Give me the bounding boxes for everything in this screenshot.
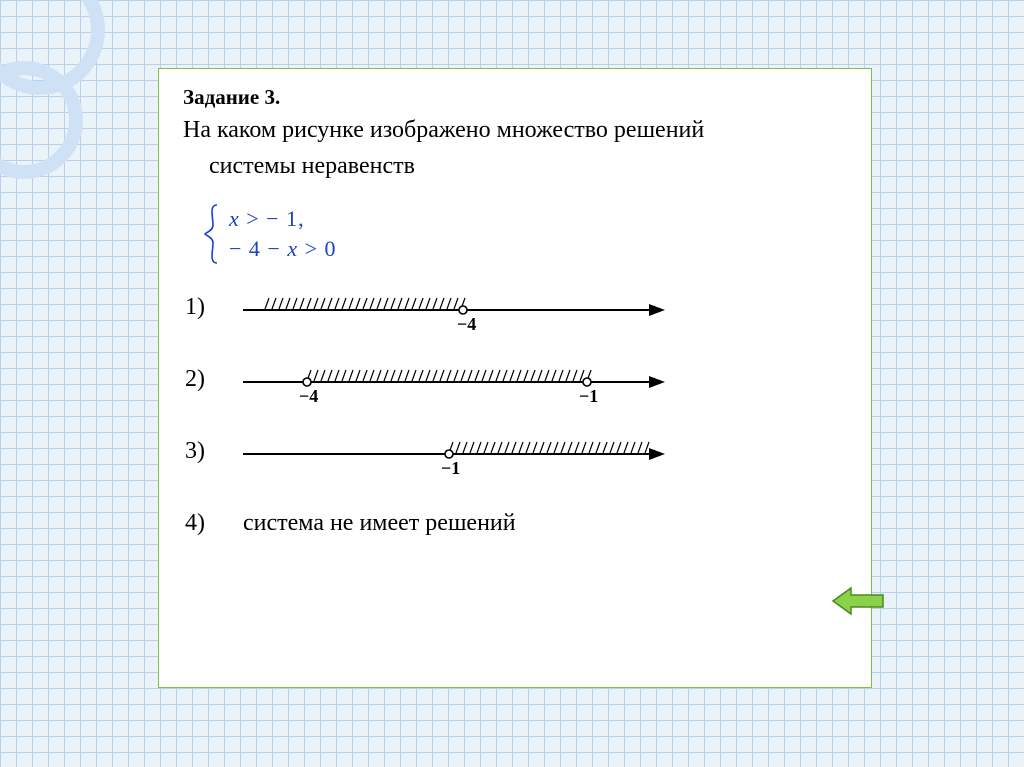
- brace-icon: [203, 203, 223, 265]
- option-4-text: система не имеет решений: [243, 510, 516, 537]
- option-1-label: 1): [183, 294, 235, 321]
- task-heading: Задание 3.: [183, 85, 847, 110]
- inequality-system: x > − 1, − 4 − x > 0: [203, 203, 847, 265]
- option-3-label: 3): [183, 438, 235, 465]
- back-arrow-button[interactable]: [831, 584, 887, 623]
- numberline-1-label: −4: [457, 314, 476, 334]
- option-3[interactable]: 3) −1: [183, 423, 847, 481]
- options-list: 1) −4 2) −4 −1 3): [183, 279, 847, 553]
- numberline-1: −4: [235, 280, 665, 336]
- option-1[interactable]: 1) −4: [183, 279, 847, 337]
- option-4[interactable]: 4) система не имеет решений: [183, 495, 847, 553]
- option-2-label: 2): [183, 366, 235, 393]
- option-4-label: 4): [183, 510, 235, 537]
- numberline-3: −1: [235, 424, 665, 480]
- arrow-left-icon: [831, 584, 887, 618]
- numberline-2: −4 −1: [235, 352, 665, 408]
- numberline-2-label-b: −1: [579, 386, 598, 406]
- system-line1: x > − 1,: [229, 206, 337, 232]
- system-line2: − 4 − x > 0: [229, 236, 337, 262]
- numberline-2-label-a: −4: [299, 386, 318, 406]
- question-text-line1: На каком рисунке изображено множество ре…: [183, 114, 847, 146]
- numberline-3-label: −1: [441, 458, 460, 478]
- question-text-line2: системы неравенств: [209, 150, 847, 182]
- option-2[interactable]: 2) −4 −1: [183, 351, 847, 409]
- task-card: Задание 3. На каком рисунке изображено м…: [158, 68, 872, 688]
